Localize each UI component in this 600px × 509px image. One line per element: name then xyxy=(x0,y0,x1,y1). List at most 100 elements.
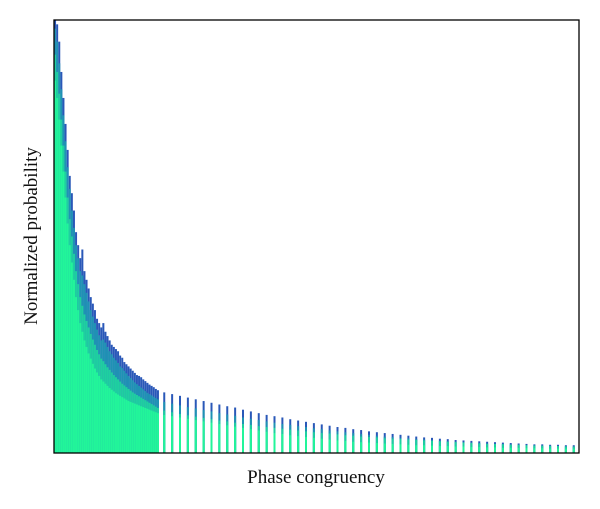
histogram-bar xyxy=(368,442,370,453)
histogram-bar xyxy=(234,426,237,453)
histogram-bar xyxy=(541,448,544,453)
histogram-bar xyxy=(60,145,63,453)
histogram-bar xyxy=(121,397,124,453)
histogram-bar xyxy=(127,401,130,453)
histogram-bar xyxy=(64,197,67,453)
histogram-bar xyxy=(119,395,122,453)
histogram-bar xyxy=(123,398,126,453)
histogram-bar xyxy=(336,440,339,453)
histogram-bar xyxy=(138,405,141,453)
histogram-bar xyxy=(375,443,378,453)
histogram-bar xyxy=(104,383,107,453)
histogram-bar xyxy=(62,171,65,454)
histogram-bar xyxy=(100,379,103,453)
histogram-bar xyxy=(81,331,84,453)
x-axis-label: Phase congruency xyxy=(247,467,385,488)
histogram-bar xyxy=(156,413,159,453)
histogram-bar xyxy=(89,358,92,453)
histogram-bar xyxy=(148,409,151,453)
histogram-bar xyxy=(533,448,536,453)
histogram-bar xyxy=(125,399,128,453)
y-axis-label: Normalized probability xyxy=(21,147,42,325)
histogram-bar xyxy=(194,420,197,453)
histogram-bar xyxy=(202,421,205,453)
histogram-bar xyxy=(150,410,153,453)
histogram-bar xyxy=(352,441,355,453)
histogram-bar xyxy=(454,446,457,453)
histogram-bar xyxy=(114,393,117,453)
histogram-bar xyxy=(186,418,189,453)
histogram-bar xyxy=(163,414,166,453)
histogram-bar xyxy=(312,437,315,453)
histogram-bar xyxy=(257,430,260,453)
plot-frame xyxy=(53,19,580,454)
histogram-bar xyxy=(54,80,57,454)
histogram-bar xyxy=(549,448,552,453)
histogram-bar xyxy=(131,402,134,453)
histogram-bar xyxy=(226,425,229,453)
histogram-bar xyxy=(305,436,307,453)
histogram-bar xyxy=(93,368,96,453)
histogram-bar xyxy=(399,444,402,453)
histogram-bar xyxy=(179,417,181,453)
histogram-bar xyxy=(470,446,473,453)
histogram-bar xyxy=(383,443,386,453)
histogram-bar xyxy=(478,446,481,453)
histogram-bar xyxy=(142,407,145,453)
histogram-bar xyxy=(70,262,73,453)
histogram-bar xyxy=(117,394,120,453)
histogram-bar xyxy=(87,353,90,453)
histogram-bar xyxy=(85,346,88,453)
histogram-bar xyxy=(249,429,252,453)
histogram-bar xyxy=(210,422,213,453)
histogram-bar xyxy=(146,408,149,453)
histogram-bar xyxy=(56,97,59,453)
histogram-bar xyxy=(423,445,426,453)
histogram-bar xyxy=(242,427,244,453)
histogram-bar xyxy=(77,310,80,453)
histogram-bar xyxy=(273,433,276,453)
histogram-bar xyxy=(517,447,520,453)
histogram-bar xyxy=(98,375,101,453)
histogram-bar xyxy=(102,381,105,453)
histogram-bar xyxy=(58,119,61,453)
histogram-bar xyxy=(83,340,86,453)
histogram-bar xyxy=(281,433,284,453)
histogram-bar xyxy=(96,372,99,453)
histogram-bar xyxy=(133,403,136,453)
histogram-bar xyxy=(265,431,268,453)
histogram-bar xyxy=(129,401,132,453)
histogram-bar xyxy=(328,439,331,453)
histogram-bar xyxy=(320,438,323,453)
histogram-bar xyxy=(66,223,69,453)
histogram-bar xyxy=(79,323,82,453)
histogram-bar xyxy=(431,445,433,453)
histogram-bar xyxy=(289,435,292,453)
histogram-bar xyxy=(462,446,465,453)
histogram-bar xyxy=(135,404,138,453)
histogram-bar xyxy=(108,388,111,453)
histogram-bar xyxy=(391,443,394,453)
bars-group xyxy=(54,20,575,454)
histogram-bar xyxy=(75,297,78,453)
histogram-bar xyxy=(152,411,155,453)
histogram-bar xyxy=(509,447,512,453)
histogram-bar xyxy=(494,447,496,453)
histogram-bar xyxy=(564,448,567,453)
histogram-bar xyxy=(525,448,528,453)
histogram-bar xyxy=(557,448,559,453)
histogram-bar xyxy=(415,445,418,453)
histogram-bar xyxy=(112,391,115,453)
histogram-bar xyxy=(360,442,363,453)
histogram-bar xyxy=(110,389,113,453)
histogram-bar xyxy=(140,406,143,453)
histogram-bar xyxy=(91,363,94,453)
histogram-bar xyxy=(144,407,147,453)
histogram-bar xyxy=(106,385,109,453)
histogram-bar xyxy=(171,416,174,453)
histogram-bar xyxy=(501,447,504,453)
histogram-bar xyxy=(446,446,449,453)
histogram-bar xyxy=(68,245,71,453)
histogram-bar xyxy=(407,444,410,453)
